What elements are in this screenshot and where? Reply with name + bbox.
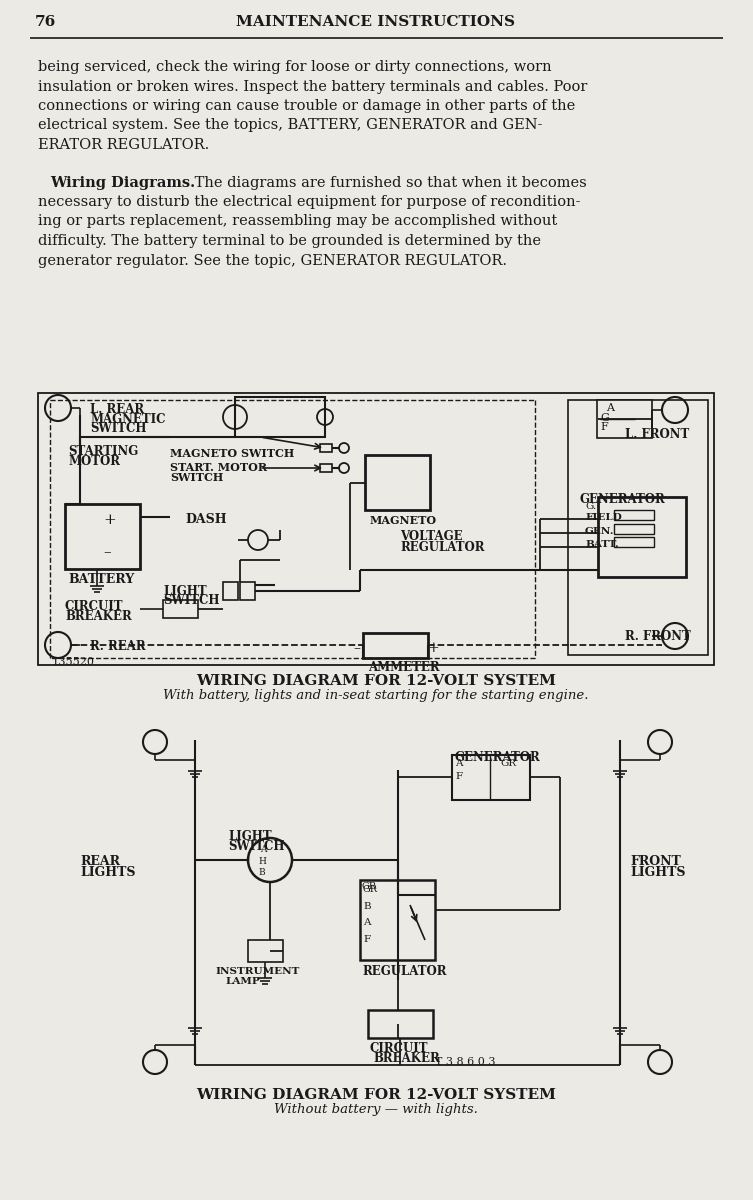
Text: STARTING: STARTING	[68, 445, 139, 458]
Text: BATT.: BATT.	[585, 540, 619, 550]
Text: SWITCH: SWITCH	[90, 422, 147, 434]
Text: connections or wiring can cause trouble or damage in other parts of the: connections or wiring can cause trouble …	[38, 98, 575, 113]
Bar	[614, 510, 654, 520]
Text: H: H	[258, 857, 266, 866]
Text: F: F	[455, 772, 462, 781]
Circle shape	[339, 443, 349, 452]
Text: Wiring Diagrams.: Wiring Diagrams.	[50, 175, 195, 190]
Text: T 3 8 6 0 3: T 3 8 6 0 3	[435, 1057, 495, 1067]
Text: insulation or broken wires. Inspect the battery terminals and cables. Poor: insulation or broken wires. Inspect the …	[38, 79, 587, 94]
Text: electrical system. See the topics, BATTERY, GENERATOR and GEN-: electrical system. See the topics, BATTE…	[38, 119, 542, 132]
Text: LIGHTS: LIGHTS	[80, 866, 136, 878]
Text: A: A	[363, 918, 370, 926]
Text: REAR: REAR	[80, 854, 120, 868]
Text: ERATOR REGULATOR.: ERATOR REGULATOR.	[38, 138, 209, 152]
Text: +: +	[103, 514, 116, 527]
Text: F: F	[363, 935, 370, 944]
Text: FRONT: FRONT	[630, 854, 681, 868]
Bar	[568, 400, 708, 655]
Text: BREAKER: BREAKER	[65, 610, 132, 623]
Text: CIRCUIT: CIRCUIT	[65, 600, 123, 613]
Text: FIELD: FIELD	[585, 514, 622, 522]
Text: With battery, lights and in-seat starting for the starting engine.: With battery, lights and in-seat startin…	[163, 689, 589, 702]
Text: SWITCH: SWITCH	[228, 840, 285, 853]
Text: generator regulator. See the topic, GENERATOR REGULATOR.: generator regulator. See the topic, GENE…	[38, 253, 507, 268]
Text: MOTOR: MOTOR	[68, 455, 120, 468]
Text: The diagrams are furnished so that when it becomes: The diagrams are furnished so that when …	[190, 175, 587, 190]
Text: –: –	[353, 641, 360, 655]
Text: GEN.: GEN.	[585, 527, 614, 536]
Text: –: –	[103, 545, 111, 559]
Text: L. FRONT: L. FRONT	[625, 428, 689, 440]
Bar	[235, 397, 325, 437]
Bar	[38, 392, 714, 665]
Text: WIRING DIAGRAM FOR 12-VOLT SYSTEM: WIRING DIAGRAM FOR 12-VOLT SYSTEM	[196, 674, 556, 688]
Text: G.: G.	[585, 502, 596, 511]
Bar	[368, 1010, 433, 1038]
Text: G: G	[600, 413, 609, 422]
Text: B: B	[258, 868, 264, 877]
Text: BREAKER: BREAKER	[373, 1052, 440, 1066]
Bar	[240, 582, 255, 600]
Text: L. REAR: L. REAR	[90, 403, 144, 416]
Text: MAGNETO SWITCH: MAGNETO SWITCH	[170, 448, 294, 458]
Bar	[614, 524, 654, 534]
Text: R. REAR: R. REAR	[90, 640, 145, 653]
Bar	[223, 582, 238, 600]
Text: SWITCH: SWITCH	[170, 472, 223, 482]
Circle shape	[248, 530, 268, 550]
Text: BATTERY: BATTERY	[68, 572, 134, 586]
Bar	[248, 940, 283, 962]
Text: LIGHT: LIGHT	[163, 584, 206, 598]
Text: SWITCH: SWITCH	[163, 594, 220, 607]
Bar	[163, 600, 198, 618]
Bar	[320, 444, 332, 452]
Text: GR: GR	[500, 758, 516, 768]
Bar	[365, 455, 430, 510]
Text: REGULATOR: REGULATOR	[362, 965, 447, 978]
Bar	[65, 504, 140, 569]
Text: B: B	[363, 902, 370, 911]
Text: LAMP: LAMP	[225, 977, 260, 986]
Text: START. MOTOR: START. MOTOR	[170, 462, 267, 473]
Bar	[597, 400, 652, 438]
Text: CIRCUIT: CIRCUIT	[370, 1042, 428, 1055]
Text: MAGNETIC: MAGNETIC	[90, 413, 166, 426]
Text: VOLTAGE: VOLTAGE	[400, 530, 462, 542]
Bar	[360, 880, 435, 960]
Text: MAINTENANCE INSTRUCTIONS: MAINTENANCE INSTRUCTIONS	[236, 14, 516, 29]
Text: REGULATOR: REGULATOR	[400, 541, 484, 554]
Text: GR: GR	[362, 882, 377, 890]
Text: GENERATOR: GENERATOR	[455, 751, 541, 764]
Text: A: A	[455, 758, 462, 768]
Bar	[598, 497, 686, 577]
Text: necessary to disturb the electrical equipment for purpose of recondition-: necessary to disturb the electrical equi…	[38, 194, 581, 209]
Text: A: A	[606, 403, 614, 413]
Bar	[363, 634, 428, 658]
Text: 76: 76	[35, 14, 56, 29]
Text: LIGHT: LIGHT	[228, 830, 272, 842]
Text: difficulty. The battery terminal to be grounded is determined by the: difficulty. The battery terminal to be g…	[38, 234, 541, 248]
Text: Without battery — with lights.: Without battery — with lights.	[274, 1103, 478, 1116]
Text: T35520: T35520	[52, 658, 95, 667]
Text: DASH: DASH	[185, 514, 227, 526]
Bar	[452, 755, 530, 800]
Text: ing or parts replacement, reassembling may be accomplished without: ing or parts replacement, reassembling m…	[38, 215, 557, 228]
Bar	[320, 464, 332, 472]
Text: R. FRONT: R. FRONT	[625, 630, 691, 643]
Text: GR: GR	[363, 886, 378, 894]
Text: +: +	[428, 641, 440, 655]
Text: being serviced, check the wiring for loose or dirty connections, worn: being serviced, check the wiring for loo…	[38, 60, 552, 74]
Text: F: F	[600, 422, 608, 432]
Text: INSTRUMENT: INSTRUMENT	[215, 967, 300, 976]
Text: A: A	[260, 845, 267, 854]
Text: AMMETER: AMMETER	[368, 661, 440, 674]
Text: GENERATOR: GENERATOR	[580, 493, 666, 506]
Text: MAGNETO: MAGNETO	[370, 515, 437, 526]
Bar	[614, 538, 654, 547]
Text: LIGHTS: LIGHTS	[630, 866, 685, 878]
Circle shape	[339, 463, 349, 473]
Text: WIRING DIAGRAM FOR 12-VOLT SYSTEM: WIRING DIAGRAM FOR 12-VOLT SYSTEM	[196, 1088, 556, 1102]
